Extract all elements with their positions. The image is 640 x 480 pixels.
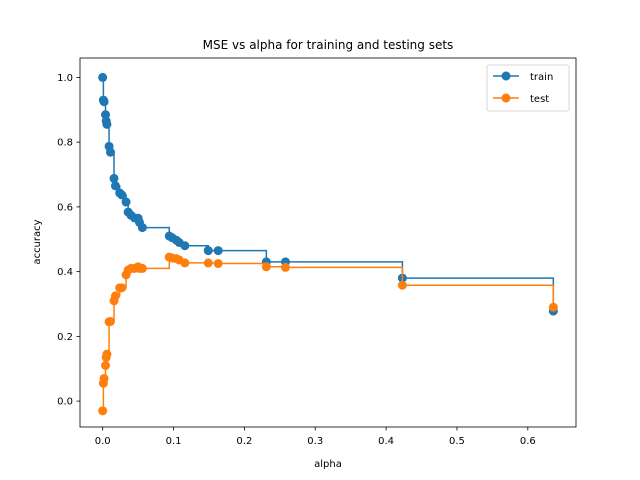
x-tick-label: 0.2 [236, 436, 252, 447]
y-tick-label: 0.8 [57, 138, 73, 149]
series-train-point [117, 190, 127, 200]
series-train-point [213, 246, 223, 256]
axes-frame [79, 57, 577, 428]
y-tick-label: 0.2 [57, 332, 73, 343]
axis-ticks: 0.0 0.1 0.2 0.3 0.4 0.5 0.6 0.0 0.2 0.4 0.6 0.8 1.0 [57, 73, 536, 447]
series-test-point [213, 259, 223, 269]
y-tick-label: 0.6 [57, 202, 73, 213]
x-axis-label: alpha [314, 459, 342, 470]
plot-area [98, 72, 558, 416]
x-tick-label: 0.6 [520, 436, 536, 447]
series-train-point [137, 223, 147, 233]
series-train-point [99, 97, 109, 107]
y-tick-label: 0.4 [57, 267, 73, 278]
series-test-point [180, 258, 190, 268]
series-test-point [102, 349, 112, 359]
series-test-point [137, 263, 147, 273]
series-train-point [105, 147, 115, 157]
series-test-point [105, 316, 115, 326]
series-train-point [203, 246, 213, 256]
series-test-point [548, 302, 558, 312]
y-tick-label: 1.0 [57, 73, 73, 84]
y-axis-label: accuracy [32, 219, 43, 264]
series-train-point [98, 72, 108, 82]
series-test-point [261, 262, 271, 272]
legend-test-marker [501, 93, 511, 103]
series-test-point [99, 373, 109, 383]
series-train-point [121, 197, 131, 207]
series-train-point [102, 119, 112, 129]
series-train-point [110, 181, 120, 191]
series-test-point [203, 258, 213, 268]
chart-title: MSE vs alpha for training and testing se… [203, 38, 454, 52]
legend: train test [486, 64, 570, 112]
series-test-point [280, 262, 290, 272]
legend-test-label: test [530, 94, 549, 105]
series-test-point [98, 406, 108, 416]
x-tick-label: 0.1 [166, 436, 182, 447]
series-train-point [180, 241, 190, 251]
x-tick-label: 0.3 [307, 436, 323, 447]
legend-train-label: train [530, 72, 553, 83]
legend-train-marker [501, 71, 511, 81]
x-tick-label: 0.0 [95, 436, 111, 447]
series-test-point [397, 280, 407, 290]
x-tick-label: 0.5 [449, 436, 465, 447]
y-tick-label: 0.0 [57, 397, 73, 408]
series-test-point [117, 283, 127, 293]
series-test-point [101, 361, 111, 370]
x-tick-label: 0.4 [378, 436, 394, 447]
series-test-point [110, 291, 120, 301]
legend-box [486, 64, 570, 112]
series-train-point [109, 173, 119, 183]
